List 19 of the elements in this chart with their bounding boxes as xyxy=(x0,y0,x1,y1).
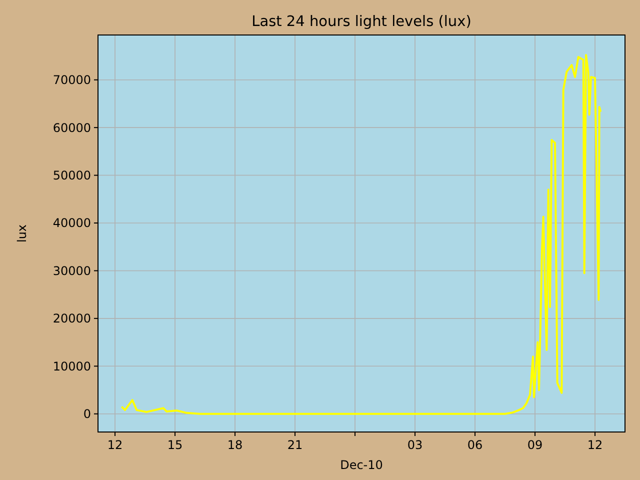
y-tick-label: 20000 xyxy=(52,312,91,326)
y-tick-label: 70000 xyxy=(52,73,91,88)
y-tick-label: 60000 xyxy=(52,120,91,135)
y-axis-title: lux xyxy=(15,224,29,243)
x-axis-title: Dec-10 xyxy=(340,458,383,472)
x-tick-label: 06 xyxy=(467,438,483,452)
y-tick-label: 40000 xyxy=(52,216,91,230)
x-tick-label: 21 xyxy=(287,438,303,452)
y-tick-label: 10000 xyxy=(52,359,91,374)
y-tick-label: 0 xyxy=(83,407,91,422)
y-tick-label: 30000 xyxy=(52,264,91,278)
y-tick-label: 50000 xyxy=(52,168,91,182)
x-tick-label: 15 xyxy=(167,438,183,452)
x-tick-label: 12 xyxy=(587,438,603,452)
x-tick-label: 12 xyxy=(107,438,123,452)
x-tick-label: 03 xyxy=(407,438,423,452)
chart-title: Last 24 hours light levels (lux) xyxy=(252,14,472,30)
x-tick-label: 18 xyxy=(227,438,243,452)
x-tick-label: 09 xyxy=(527,438,543,452)
